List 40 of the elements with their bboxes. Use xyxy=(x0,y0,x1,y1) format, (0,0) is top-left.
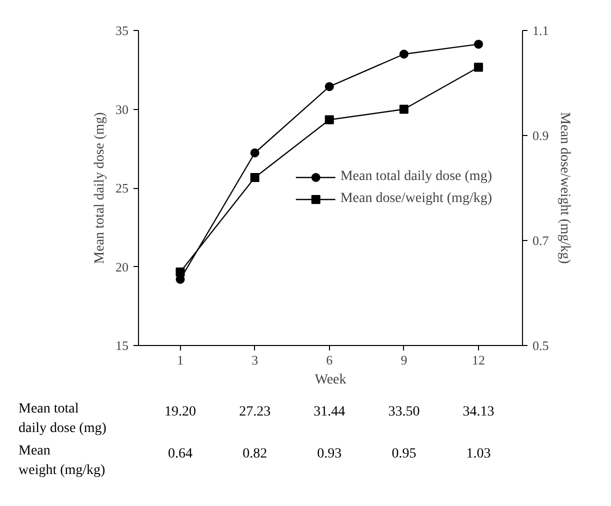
y2-tick-label: 0.5 xyxy=(532,338,549,353)
y2-tick-label: 0.9 xyxy=(532,128,549,143)
x-tick-label: 12 xyxy=(472,352,486,368)
data-label: 33.50 xyxy=(388,404,420,420)
data-label: 34.13 xyxy=(462,404,494,420)
point xyxy=(250,148,260,158)
y-tick-label: 25 xyxy=(116,180,128,196)
point xyxy=(399,104,408,114)
data-label: 19.20 xyxy=(164,404,196,420)
y-tick-label: 35 xyxy=(116,23,128,38)
y2-tick-label: 1.1 xyxy=(532,23,549,38)
point xyxy=(250,173,260,182)
y2-tick-label: 0.7 xyxy=(532,233,550,248)
point xyxy=(324,82,334,92)
point xyxy=(176,268,185,276)
point xyxy=(474,62,484,72)
point xyxy=(399,50,408,59)
y-tick-label: 30 xyxy=(116,102,128,117)
data-label: 0.64 xyxy=(168,446,193,462)
legend-label: Mean total daily dose (mg) xyxy=(340,168,492,184)
data-label: 1.03 xyxy=(466,446,491,462)
y-tick-label: 15 xyxy=(116,338,128,353)
data-label: 31.44 xyxy=(314,404,346,420)
data-label: 0.93 xyxy=(317,446,342,462)
data-label: 0.95 xyxy=(392,446,416,462)
point xyxy=(324,115,334,124)
text: Mean total daily dose (mg) xyxy=(18,402,107,436)
point xyxy=(474,40,484,49)
x-tick-label: 6 xyxy=(326,352,334,368)
legend-label: Mean dose/weight (mg/kg) xyxy=(340,190,492,206)
text: Mean weight (mg/kg) xyxy=(18,444,106,478)
x-tick-label: 1 xyxy=(177,352,184,368)
y-tick-label: 20 xyxy=(116,259,128,274)
x-tick-label: 9 xyxy=(400,352,408,368)
x-tick-label: 3 xyxy=(252,352,258,368)
data-label: 0.82 xyxy=(242,446,268,462)
data-label: 27.23 xyxy=(239,404,271,420)
y2-axis-title: Mean dose/weight (mg/kg) xyxy=(556,112,572,264)
x-axis-title: Week xyxy=(314,372,346,388)
y-axis-title: Mean total daily dose (mg) xyxy=(92,112,108,264)
